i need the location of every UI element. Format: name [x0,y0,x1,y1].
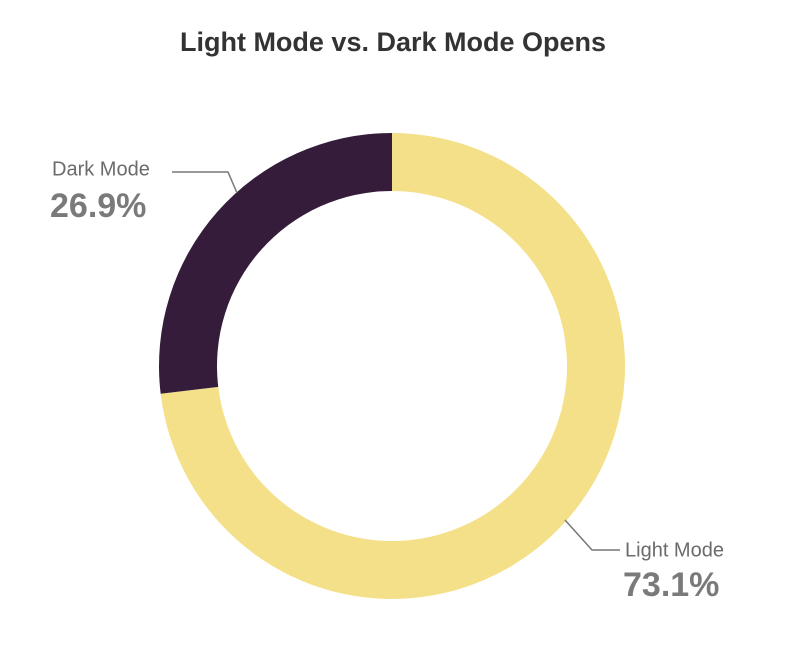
slice [159,133,392,394]
slice-label: Dark Mode [52,158,150,180]
leader-line [172,171,238,194]
slice-label: Light Mode [625,539,724,561]
value-label: 73.1% [623,566,719,604]
leader-line [564,519,620,551]
chart-title: Light Mode vs. Dark Mode Opens [180,27,606,57]
value-label: 26.9% [50,187,146,225]
